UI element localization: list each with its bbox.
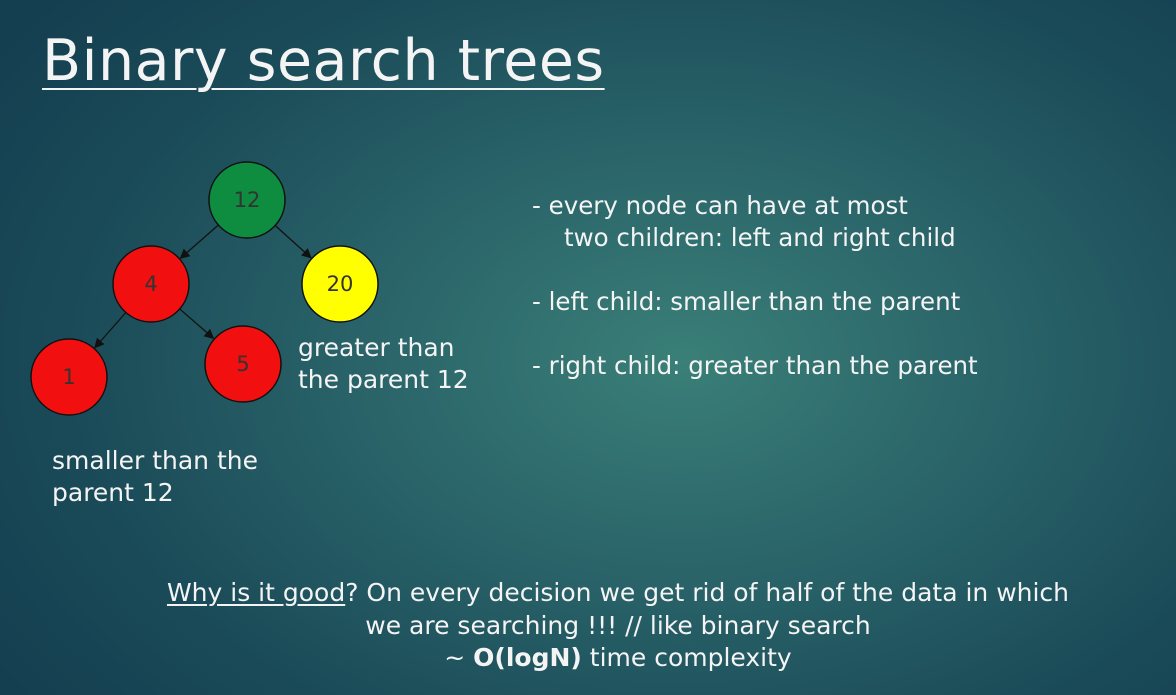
- node-value: 5: [236, 352, 249, 376]
- node-value: 12: [234, 188, 261, 212]
- node-value: 4: [144, 272, 157, 296]
- explanation-text: time complexity: [581, 643, 792, 672]
- annotation-line: smaller than the: [52, 446, 258, 475]
- node-circle: [112, 245, 190, 323]
- tree-node-left-right: 5: [204, 325, 282, 403]
- edge-left-to-left-right: [179, 308, 215, 340]
- right-child-annotation: greater than the parent 12: [298, 332, 469, 396]
- annotation-line: parent 12: [52, 478, 174, 507]
- annotation-line: the parent 12: [298, 365, 469, 394]
- rule-right-child: - right child: greater than the parent: [532, 351, 978, 380]
- slide-title: Binary search trees: [42, 28, 605, 94]
- tree-node-root: 12: [208, 161, 286, 239]
- tree-node-right: 20: [301, 245, 379, 323]
- explanation-line-1: Why is it good? On every decision we get…: [0, 577, 1176, 610]
- why-is-it-good-heading: Why is it good: [166, 578, 346, 607]
- explanation-line-3: ~ O(logN) time complexity: [0, 642, 1176, 675]
- node-value: 20: [327, 272, 354, 296]
- complexity-label: O(logN): [473, 643, 582, 672]
- tree-node-left: 4: [112, 245, 190, 323]
- tree-edges: [94, 224, 312, 349]
- node-circle: [301, 245, 379, 323]
- node-value: 1: [62, 365, 75, 389]
- explanation-text: ~: [444, 643, 474, 672]
- rule-text: two children: left and right child: [564, 223, 956, 252]
- why-good-explanation: Why is it good? On every decision we get…: [0, 577, 1176, 675]
- node-circle: [204, 325, 282, 403]
- edge-root-to-right: [274, 224, 312, 259]
- rule-text: - every node can have at most: [532, 191, 908, 220]
- rule-left-child: - left child: smaller than the parent: [532, 287, 961, 316]
- annotation-line: greater than: [298, 333, 455, 362]
- left-child-annotation: smaller than the parent 12: [52, 445, 258, 509]
- tree-node-left-left: 1: [30, 338, 108, 416]
- edge-root-to-left: [179, 224, 219, 259]
- tree-nodes: 12 4 20 1 5: [30, 161, 379, 416]
- edge-left-to-left-left: [94, 312, 127, 349]
- explanation-text: ? On every decision we get rid of half o…: [345, 578, 1070, 607]
- node-circle: [30, 338, 108, 416]
- bst-rules-list: - every node can have at most two childr…: [532, 190, 978, 382]
- node-circle: [208, 161, 286, 239]
- explanation-line-2: we are searching !!! // like binary sear…: [365, 610, 871, 640]
- rule-two-children: - every node can have at most two childr…: [532, 190, 978, 254]
